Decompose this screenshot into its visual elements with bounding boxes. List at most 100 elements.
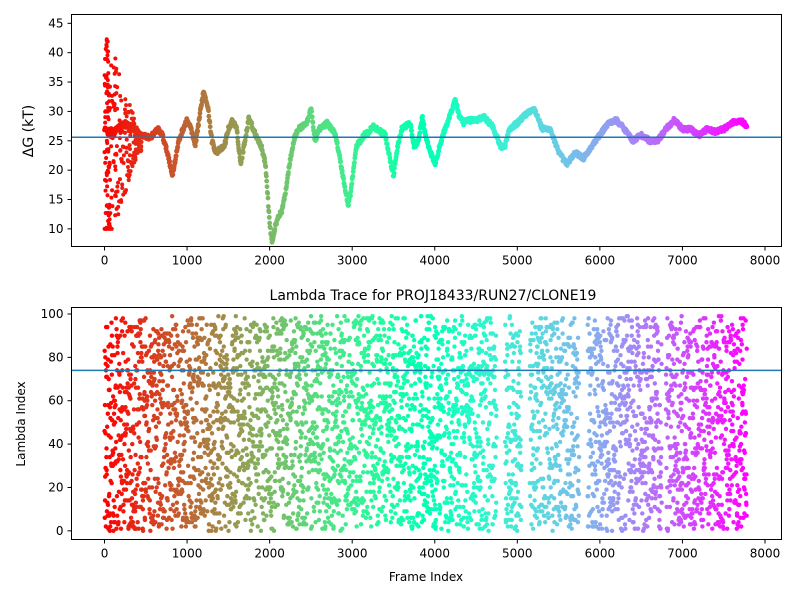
x-tick-label: 2000 [254, 254, 285, 268]
lambda-point [293, 350, 298, 356]
lambda-point [295, 383, 300, 388]
lambda-point [191, 372, 196, 377]
lambda-point [164, 470, 169, 475]
delta-g-point [119, 98, 124, 103]
lambda-point [188, 316, 194, 321]
lambda-point [115, 339, 121, 345]
lambda-point [456, 498, 461, 503]
lambda-point [320, 326, 326, 332]
lambda-point [300, 489, 305, 494]
lambda-point [462, 339, 467, 345]
lambda-point [370, 405, 376, 410]
delta-g-point [110, 188, 115, 193]
lambda-point [305, 337, 311, 343]
lambda-point [205, 372, 211, 377]
y-tick-label: 35 [48, 75, 63, 89]
delta-g-point [131, 120, 136, 125]
lambda-point [218, 333, 223, 338]
lambda-point [164, 431, 169, 436]
lambda-point [294, 409, 299, 414]
lambda-point [412, 407, 417, 412]
lambda-point [301, 498, 306, 503]
lambda-point [134, 476, 139, 481]
x-tick-label: 8000 [750, 254, 781, 268]
delta-g-point [110, 204, 115, 209]
delta-g-point [121, 145, 126, 150]
lambda-point [413, 392, 418, 397]
lambda-point [218, 487, 223, 492]
lambda-point [446, 400, 451, 406]
lambda-point [227, 389, 232, 395]
lambda-point [287, 515, 292, 521]
lambda-point [317, 509, 323, 514]
lambda-point [298, 444, 304, 449]
delta-g-point [417, 130, 423, 136]
delta-g-point [123, 111, 128, 116]
lambda-point [252, 498, 257, 503]
lambda-point [227, 381, 233, 386]
lambda-point [268, 496, 274, 501]
lambda-point [424, 500, 430, 505]
delta-g-point [197, 110, 203, 116]
lambda-point [109, 333, 115, 338]
lambda-point [153, 489, 158, 494]
lambda-point [233, 500, 238, 505]
delta-g-point [127, 102, 132, 107]
lambda-point [337, 435, 343, 440]
lambda-point [385, 476, 390, 481]
lambda-point [403, 418, 409, 423]
lambda-point [435, 422, 441, 427]
lambda-point [109, 480, 114, 486]
delta-g-point [135, 150, 140, 155]
lambda-point [228, 480, 233, 486]
lambda-point [432, 324, 438, 330]
lambda-point [420, 485, 425, 490]
lambda-point [191, 435, 197, 440]
lambda-point [208, 476, 214, 481]
lambda-point [200, 470, 205, 475]
lambda-point [336, 511, 342, 516]
lambda-point [174, 411, 180, 416]
lambda-point [413, 318, 419, 323]
lambda-point [190, 407, 195, 412]
delta-g-point [195, 128, 201, 134]
lambda-point [183, 524, 189, 529]
lambda-point [344, 506, 350, 512]
x-tick-label: 7000 [667, 254, 698, 268]
lambda-point [170, 435, 175, 440]
lambda-point [358, 363, 364, 369]
lambda-point [160, 348, 165, 354]
lambda-point [244, 326, 249, 332]
lambda-point [415, 444, 421, 449]
lambda-point [215, 409, 220, 414]
delta-g-point [115, 106, 120, 111]
delta-g-point [132, 150, 137, 155]
lambda-point [123, 405, 128, 410]
lambda-point [353, 457, 358, 462]
lambda-point [376, 326, 381, 332]
delta-g-point [103, 120, 108, 125]
lambda-point [423, 374, 428, 380]
lambda-point [326, 420, 331, 425]
lambda-point [172, 450, 178, 455]
lambda-point [402, 344, 407, 349]
y-tick-label: 45 [48, 16, 63, 30]
lambda-point [401, 480, 407, 486]
delta-g-point [121, 153, 126, 158]
lambda-point [192, 476, 197, 481]
lambda-point [189, 500, 194, 505]
delta-g-point [105, 53, 110, 58]
lambda-point [235, 519, 241, 525]
lambda-point [200, 428, 206, 434]
delta-g-point [265, 190, 271, 196]
delta-g-point [139, 145, 144, 150]
delta-g-point [262, 156, 268, 161]
lambda-point [260, 355, 265, 360]
lambda-point [320, 411, 325, 416]
lambda-point [220, 461, 225, 466]
lambda-point [373, 467, 378, 473]
lambda-point [433, 517, 439, 523]
lambda-point [379, 509, 384, 514]
lambda-point [292, 474, 298, 479]
lambda-point [453, 402, 459, 408]
